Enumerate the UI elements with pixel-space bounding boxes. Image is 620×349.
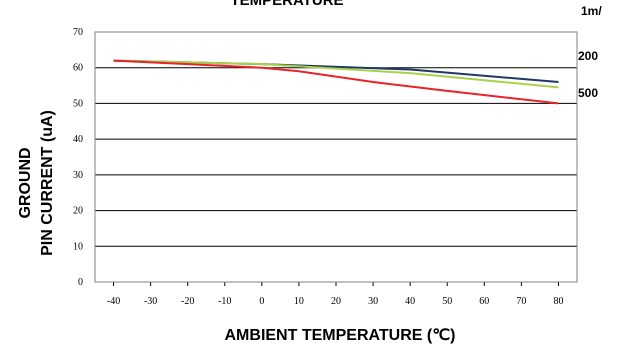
x-tick-label: 30 <box>368 296 378 307</box>
x-tick-label: -30 <box>144 296 157 307</box>
x-tick-label: 40 <box>405 296 415 307</box>
x-tick-label: 50 <box>442 296 452 307</box>
y-tick-label: 0 <box>78 277 83 288</box>
y-axis-label-line2: PIN CURRENT (uA) <box>39 110 56 256</box>
y-tick-label: 50 <box>73 98 83 109</box>
grid <box>95 67 577 247</box>
y-tick-label: 40 <box>73 134 83 145</box>
legend-label-1m: 1m/ <box>581 4 602 18</box>
x-tick-label: -20 <box>181 296 194 307</box>
x-tick-label: -10 <box>218 296 231 307</box>
y-tick-label: 70 <box>73 27 83 38</box>
chart-title: TEMPERATURE <box>230 0 343 9</box>
x-axis-ticks: -40 -30 -20 -10 0 10 20 30 40 50 60 70 80 <box>107 282 563 307</box>
series-lines <box>113 59 559 105</box>
x-axis-label: AMBIENT TEMPERATURE (℃) <box>225 327 456 344</box>
legend-label-200: 200 <box>578 49 598 63</box>
series-line-2 <box>113 59 559 89</box>
y-axis-label-line1: GROUND <box>17 147 34 218</box>
y-axis-ticks: 0 10 20 30 40 50 60 70 <box>73 27 83 288</box>
plot-area-frame <box>94 31 578 283</box>
x-tick-label: 0 <box>259 296 264 307</box>
x-tick-label: 20 <box>331 296 341 307</box>
y-tick-label: 30 <box>73 170 83 181</box>
y-tick-label: 20 <box>73 206 83 217</box>
y-tick-label: 60 <box>73 63 83 74</box>
x-tick-label: 80 <box>553 296 563 307</box>
y-tick-label: 10 <box>73 241 83 252</box>
series-line-3 <box>113 59 559 105</box>
x-tick-label: 70 <box>516 296 526 307</box>
x-tick-label: 60 <box>479 296 489 307</box>
x-tick-label: 10 <box>294 296 304 307</box>
legend-label-500: 500 <box>578 86 598 100</box>
x-tick-label: -40 <box>107 296 120 307</box>
